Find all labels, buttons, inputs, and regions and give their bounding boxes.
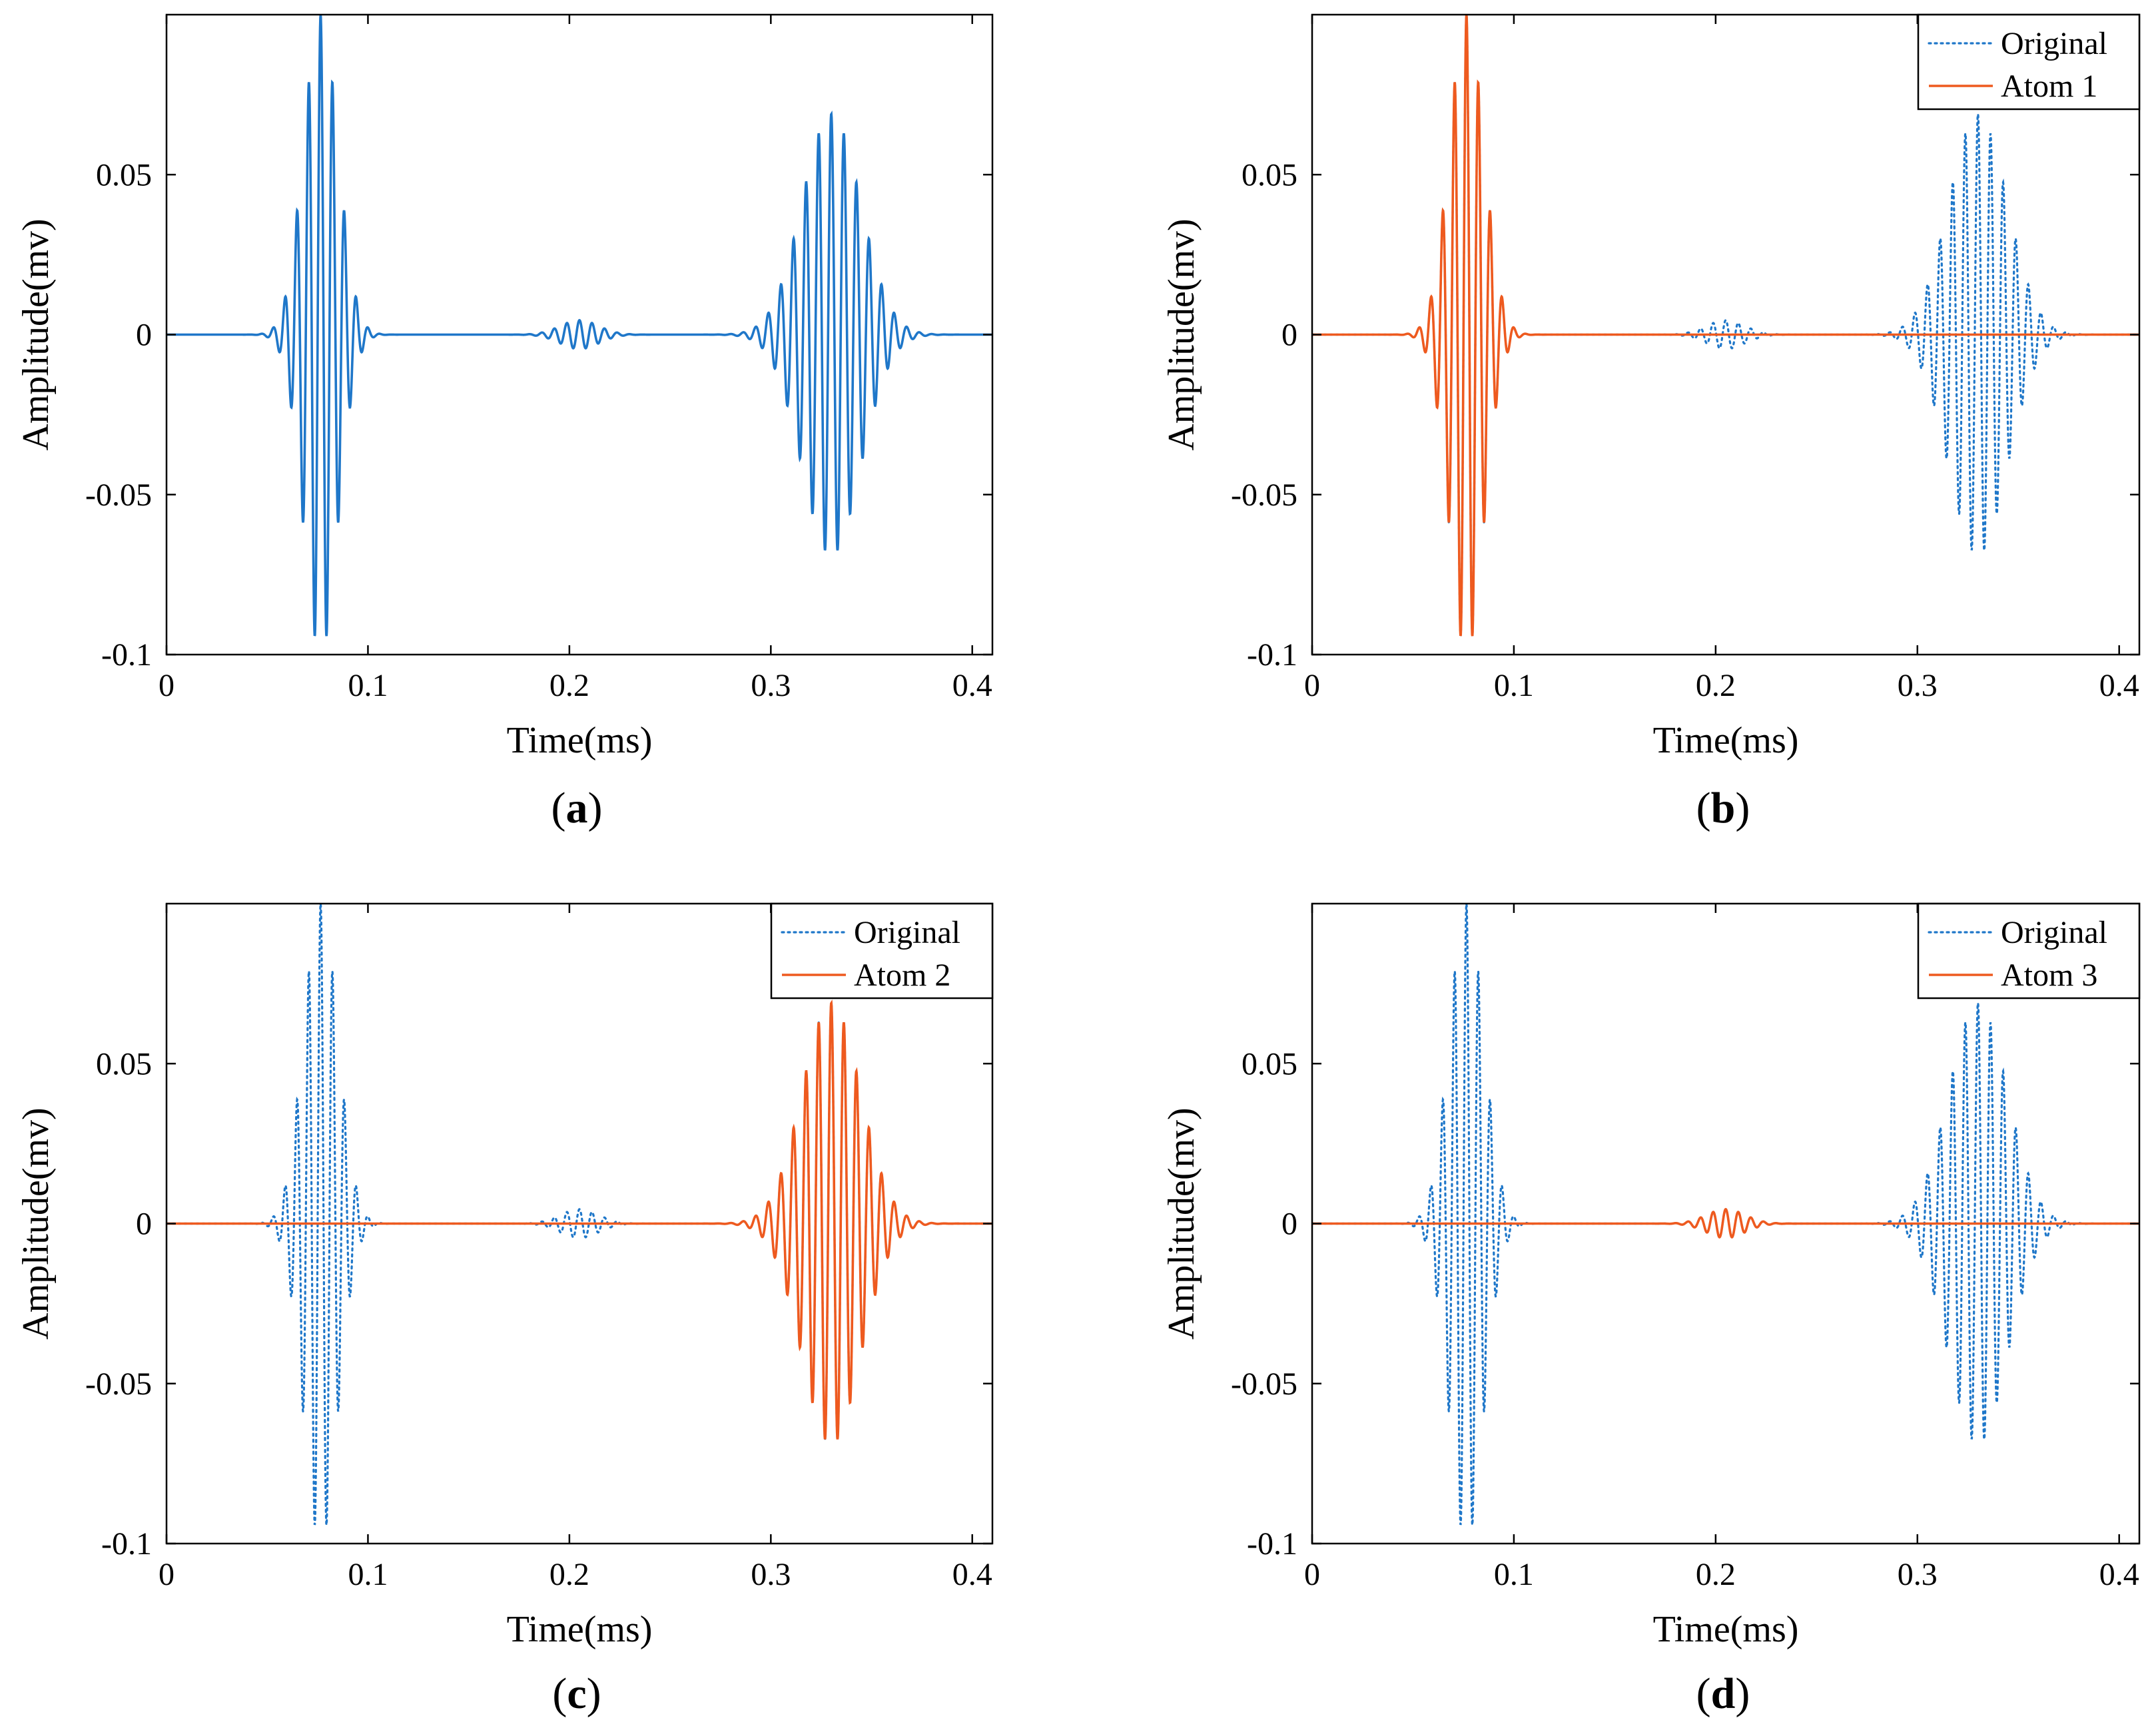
caption-open-paren: ( (1696, 784, 1711, 832)
y-tick-label: -0.1 (1247, 637, 1297, 673)
legend: Original Atom 1 (1917, 13, 2141, 111)
y-tick-label: 0.05 (1242, 157, 1297, 192)
y-tick-label: 0 (1281, 1207, 1297, 1242)
y-axis-label: Amplitude(mv) (1161, 218, 1202, 450)
x-tick-label: 0 (159, 668, 175, 703)
y-axis-label: Amplitude(mv) (15, 218, 57, 450)
caption-close-paren: ) (1735, 1669, 1750, 1718)
legend-label: Atom 3 (2001, 958, 2097, 993)
x-tick-label: 0.4 (2099, 1557, 2139, 1592)
panel-caption: (d) (1696, 1669, 1750, 1718)
legend-box (1917, 902, 2141, 1000)
caption-close-paren: ) (1735, 784, 1750, 832)
caption-open-paren: ( (552, 1669, 567, 1718)
y-tick-label: 0 (136, 1207, 152, 1242)
panel-c: 0 0.1 0.2 0.3 0.4 0.05 0 -0.05 -0.1 Time(ms) Ampli… (15, 902, 994, 1718)
y-tick-label: -0.1 (101, 1526, 152, 1562)
x-tick-label: 0.2 (549, 1557, 589, 1592)
x-tick-label: 0.1 (1494, 668, 1534, 703)
series-line-atom-3 (1312, 1207, 2139, 1239)
x-tick-label: 0 (1304, 1557, 1320, 1592)
caption-open-paren: ( (1696, 1669, 1711, 1718)
x-tick-label: 0.1 (1494, 1557, 1534, 1592)
caption-letter: b (1711, 784, 1736, 832)
x-tick-label: 0.3 (751, 668, 791, 703)
x-tick-label: 0.2 (1696, 1557, 1736, 1592)
x-tick-label: 0.4 (952, 1557, 992, 1592)
y-tick-label: -0.05 (1231, 1366, 1297, 1402)
x-tick-label: 0.3 (1898, 1557, 1938, 1592)
legend-label: Original (2001, 915, 2107, 950)
y-tick-label: 0 (136, 318, 152, 353)
x-axis-label: Time(ms) (1653, 720, 1799, 761)
series-line-atom-1 (1312, 15, 2139, 637)
panel-a: 0 0.1 0.2 0.3 0.4 0.05 0 -0.05 -0.1 Time(ms) Ampli… (15, 13, 994, 832)
legend: Original Atom 2 (770, 902, 994, 1000)
caption-close-paren: ) (587, 1669, 601, 1718)
caption-open-paren: ( (551, 784, 566, 832)
y-tick-label: -0.05 (85, 477, 152, 513)
legend-label: Original (854, 915, 960, 950)
x-tick-label: 0.4 (2099, 668, 2139, 703)
x-axis-label: Time(ms) (507, 1609, 653, 1650)
y-tick-label: 0.05 (96, 1046, 152, 1081)
legend-label: Atom 1 (2001, 69, 2097, 104)
y-axis-label: Amplitude(mv) (1161, 1107, 1202, 1339)
series-line-atom-2 (167, 999, 992, 1440)
y-tick-label: 0.05 (1242, 1046, 1297, 1081)
y-axis-label: Amplitude(mv) (15, 1107, 57, 1339)
legend-label: Original (2001, 26, 2107, 61)
panel-caption: (c) (552, 1669, 601, 1718)
legend-box (770, 902, 994, 1000)
caption-close-paren: ) (588, 784, 603, 832)
y-tick-label: 0 (1281, 318, 1297, 353)
legend: Original Atom 3 (1917, 902, 2141, 1000)
axes-box (165, 13, 994, 656)
series-line-original (167, 15, 992, 637)
y-tick-label: -0.05 (85, 1366, 152, 1402)
x-axis-label: Time(ms) (1653, 1609, 1799, 1650)
x-axis-label: Time(ms) (507, 720, 653, 761)
panel-caption: (a) (551, 784, 603, 832)
x-tick-label: 0.2 (1696, 668, 1736, 703)
x-tick-label: 0 (1304, 668, 1320, 703)
x-tick-label: 0.3 (1898, 668, 1938, 703)
y-tick-label: -0.1 (1247, 1526, 1297, 1562)
caption-letter: c (567, 1669, 586, 1718)
x-tick-label: 0.3 (751, 1557, 791, 1592)
x-tick-label: 0.4 (952, 668, 992, 703)
caption-letter: a (566, 784, 588, 832)
legend-box (1917, 13, 2141, 111)
y-tick-label: -0.05 (1231, 477, 1297, 513)
caption-letter: d (1711, 1669, 1736, 1718)
panel-caption: (b) (1696, 784, 1750, 832)
panel-d: 0 0.1 0.2 0.3 0.4 0.05 0 -0.05 -0.1 Time(ms) Ampli… (1161, 902, 2141, 1718)
legend-label: Atom 2 (854, 958, 950, 993)
y-tick-label: 0.05 (96, 157, 152, 192)
x-tick-label: 0 (159, 1557, 175, 1592)
x-tick-label: 0.1 (348, 1557, 388, 1592)
y-tick-label: -0.1 (101, 637, 152, 673)
panel-b: 0 0.1 0.2 0.3 0.4 0.05 0 -0.05 -0.1 Time(ms) Ampli… (1161, 13, 2141, 832)
x-tick-label: 0.1 (348, 668, 388, 703)
x-tick-label: 0.2 (549, 668, 589, 703)
